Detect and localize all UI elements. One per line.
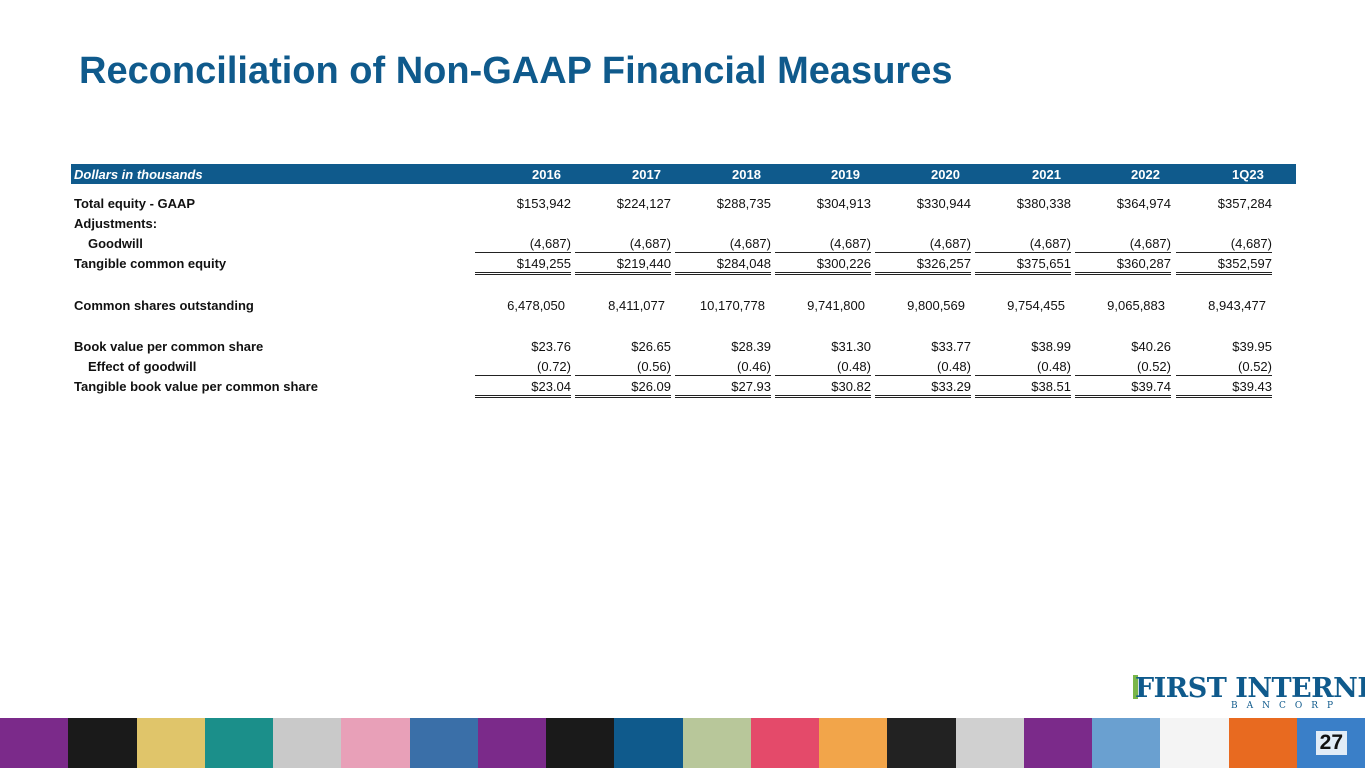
table-cell: $38.99 bbox=[1031, 339, 1071, 354]
table-body: Total equity - GAAP $153,942 $224,127 $288,… bbox=[71, 184, 1296, 399]
table-cell: (4,687) bbox=[1176, 236, 1272, 253]
row-label: Tangible book value per common share bbox=[74, 379, 318, 394]
reconciliation-table: Dollars in thousands 2016 2017 2018 2019… bbox=[71, 164, 1296, 399]
row-label: Book value per common share bbox=[74, 339, 264, 354]
table-cell: $39.74 bbox=[1075, 379, 1171, 398]
year-header: 2017 bbox=[632, 167, 661, 182]
table-cell: (4,687) bbox=[575, 236, 671, 253]
row-label: Adjustments: bbox=[74, 216, 158, 231]
year-header: 2018 bbox=[732, 167, 761, 182]
table-cell: (4,687) bbox=[875, 236, 971, 253]
table-cell: $380,338 bbox=[1016, 196, 1071, 211]
table-cell: $330,944 bbox=[916, 196, 971, 211]
table-cell: (4,687) bbox=[775, 236, 871, 253]
row-label: Effect of goodwill bbox=[88, 359, 197, 374]
table-row-tangible-common-equity: Tangible common equity $149,255 $219,440 $2… bbox=[71, 252, 1296, 275]
table-cell: 9,065,883 bbox=[1107, 298, 1165, 313]
year-header: 1Q23 bbox=[1232, 167, 1264, 182]
table-cell: (0.48) bbox=[875, 359, 971, 376]
table-cell: 10,170,778 bbox=[699, 298, 765, 313]
table-cell: (0.52) bbox=[1176, 359, 1272, 376]
table-cell: $26.65 bbox=[631, 339, 671, 354]
table-cell: $39.95 bbox=[1232, 339, 1272, 354]
table-row-goodwill: Goodwill (4,687) (4,687) (4,687) (4,687) (4,6… bbox=[71, 232, 1296, 253]
table-cell: 8,943,477 bbox=[1208, 298, 1266, 313]
table-cell: $38.51 bbox=[975, 379, 1071, 398]
table-cell: 9,741,800 bbox=[807, 298, 865, 313]
table-cell: (0.72) bbox=[475, 359, 571, 376]
table-cell: $304,913 bbox=[816, 196, 871, 211]
table-cell: $23.76 bbox=[531, 339, 571, 354]
table-row-book-value: Book value per common share $23.76 $26.65 $… bbox=[71, 335, 1296, 355]
logo-sub: BANCORP bbox=[1231, 701, 1343, 711]
table-cell: $284,048 bbox=[675, 256, 771, 275]
row-label: Common shares outstanding bbox=[74, 298, 254, 313]
year-header: 2022 bbox=[1131, 167, 1160, 182]
table-row-tangible-book-value: Tangible book value per common share $23.… bbox=[71, 375, 1296, 398]
table-cell: (4,687) bbox=[975, 236, 1071, 253]
row-label: Total equity - GAAP bbox=[74, 196, 196, 211]
table-row-common-shares: Common shares outstanding 6,478,050 8,411,… bbox=[71, 294, 1296, 314]
year-header: 2021 bbox=[1032, 167, 1061, 182]
table-cell: 9,800,569 bbox=[907, 298, 965, 313]
page-number: 27 bbox=[1315, 731, 1347, 755]
table-cell: $326,257 bbox=[875, 256, 971, 275]
table-cell: 9,754,455 bbox=[1007, 298, 1065, 313]
table-cell: $28.39 bbox=[731, 339, 771, 354]
table-cell: $30.82 bbox=[775, 379, 871, 398]
table-cell: $224,127 bbox=[616, 196, 671, 211]
table-cell: $364,974 bbox=[1116, 196, 1171, 211]
year-header: 2016 bbox=[532, 167, 561, 182]
row-label: Tangible common equity bbox=[74, 256, 227, 271]
table-row-total-equity: Total equity - GAAP $153,942 $224,127 $288,… bbox=[71, 192, 1296, 212]
table-cell: $31.30 bbox=[831, 339, 871, 354]
table-cell: $27.93 bbox=[675, 379, 771, 398]
table-cell: $153,942 bbox=[516, 196, 571, 211]
table-cell: (4,687) bbox=[675, 236, 771, 253]
logo-name: FIRST INTERNET bbox=[1135, 673, 1365, 704]
table-cell: $352,597 bbox=[1176, 256, 1272, 275]
table-cell: $23.04 bbox=[475, 379, 571, 398]
table-row-adjustments: Adjustments: bbox=[71, 212, 1296, 232]
row-label: Goodwill bbox=[88, 236, 143, 251]
year-header: 2019 bbox=[831, 167, 860, 182]
table-cell: $357,284 bbox=[1217, 196, 1272, 211]
table-cell: $33.77 bbox=[931, 339, 971, 354]
table-row-effect-goodwill: Effect of goodwill (0.72) (0.56) (0.46) (0.4… bbox=[71, 355, 1296, 376]
logo-accent bbox=[1133, 675, 1138, 699]
decorative-image-strip bbox=[0, 718, 1365, 768]
table-cell: $219,440 bbox=[575, 256, 671, 275]
table-cell: 6,478,050 bbox=[507, 298, 565, 313]
units-label: Dollars in thousands bbox=[74, 167, 203, 182]
table-cell: (4,687) bbox=[1075, 236, 1171, 253]
table-header: Dollars in thousands 2016 2017 2018 2019… bbox=[71, 164, 1296, 184]
table-cell: $288,735 bbox=[716, 196, 771, 211]
table-cell: 8,411,077 bbox=[608, 298, 665, 313]
table-cell: $40.26 bbox=[1131, 339, 1171, 354]
company-logo: FIRST INTERNET BANCORP bbox=[1133, 673, 1365, 713]
table-cell: $360,287 bbox=[1075, 256, 1171, 275]
table-cell: $300,226 bbox=[775, 256, 871, 275]
page-title: Reconciliation of Non-GAAP Financial Mea… bbox=[79, 50, 953, 92]
table-cell: (0.46) bbox=[675, 359, 771, 376]
table-cell: $33.29 bbox=[875, 379, 971, 398]
table-cell: $39.43 bbox=[1176, 379, 1272, 398]
table-cell: $149,255 bbox=[475, 256, 571, 275]
table-cell: (4,687) bbox=[475, 236, 571, 253]
table-cell: (0.56) bbox=[575, 359, 671, 376]
table-cell: (0.48) bbox=[775, 359, 871, 376]
year-header: 2020 bbox=[931, 167, 960, 182]
table-cell: (0.52) bbox=[1075, 359, 1171, 376]
table-cell: $375,651 bbox=[975, 256, 1071, 275]
table-cell: (0.48) bbox=[975, 359, 1071, 376]
table-cell: $26.09 bbox=[575, 379, 671, 398]
